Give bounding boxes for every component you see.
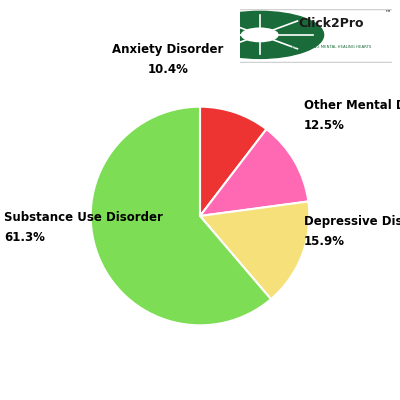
Wedge shape: [200, 129, 308, 216]
Text: Anxiety Disorder: Anxiety Disorder: [112, 43, 224, 56]
Text: 15.9%: 15.9%: [304, 235, 345, 248]
Circle shape: [242, 28, 278, 42]
Text: 10.4%: 10.4%: [148, 63, 188, 76]
Text: Substance Use Disorder: Substance Use Disorder: [4, 211, 163, 224]
Text: 61.3%: 61.3%: [4, 231, 45, 244]
Text: Other Mental Disorder: Other Mental Disorder: [304, 99, 400, 112]
Text: 12.5%: 12.5%: [304, 119, 345, 132]
Text: EMPOWERING MENTAL HEALING HEARTS: EMPOWERING MENTAL HEALING HEARTS: [292, 45, 371, 49]
Wedge shape: [200, 202, 309, 299]
Circle shape: [196, 11, 324, 58]
Text: Click2Pro: Click2Pro: [298, 17, 364, 30]
Wedge shape: [200, 107, 266, 216]
Wedge shape: [91, 107, 271, 325]
Text: ™: ™: [384, 11, 390, 16]
Text: Depressive Disorder: Depressive Disorder: [304, 215, 400, 228]
